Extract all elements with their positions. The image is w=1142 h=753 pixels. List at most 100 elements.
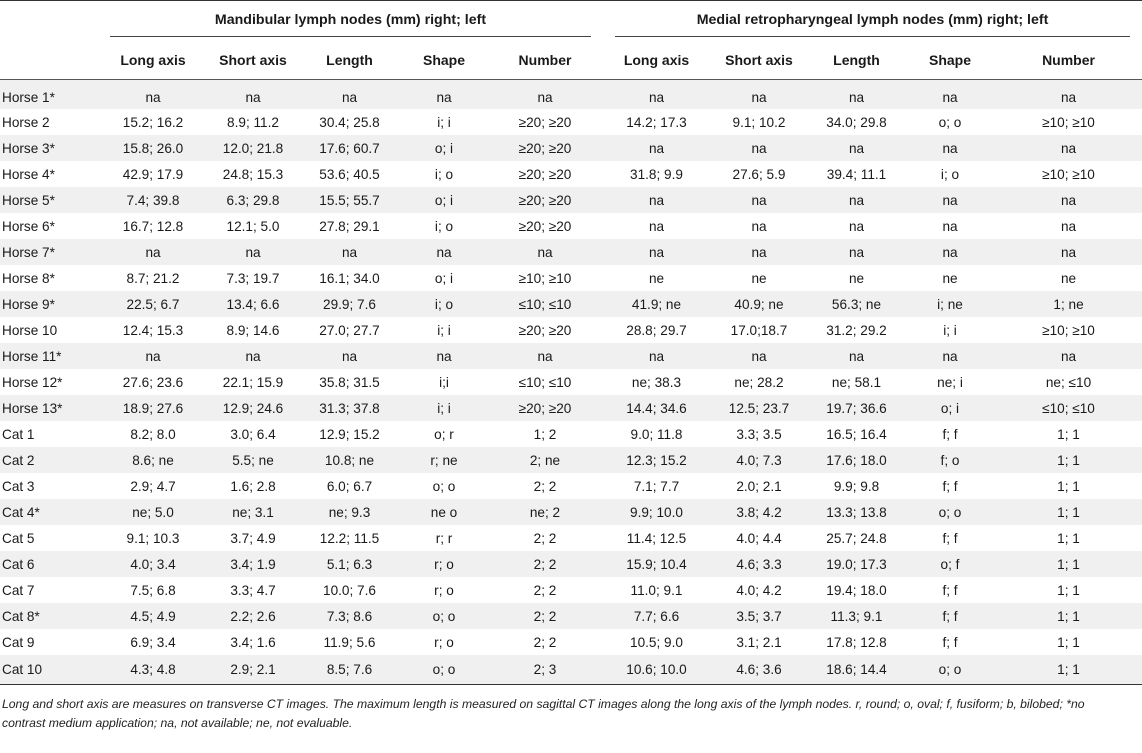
table-cell: 27.0; 27.7 (319, 322, 380, 338)
table-cell: 25.7; 24.8 (826, 530, 887, 546)
table-cell: 7.4; 39.8 (98, 187, 208, 213)
table-body: Horse 1* na na na na na na na na na na Horse 2 15.2;… (0, 79, 1142, 685)
table-cell: 2.9; 4.7 (130, 478, 176, 494)
table-cell: 8.9; 14.6 (226, 322, 280, 338)
row-label: Cat 3 (2, 478, 35, 494)
table-cell: na (603, 135, 710, 161)
table-cell: 19.0; 17.3 (808, 551, 905, 577)
table-cell: na (603, 187, 710, 213)
table-cell: 8.9; 11.2 (227, 114, 279, 130)
table-cell: 3.4; 1.6 (230, 634, 276, 650)
table-cell: 2; 2 (487, 551, 603, 577)
table-row: Horse 13* 18.9; 27.6 12.9; 24.6 31.3; 37.8 i… (0, 395, 1142, 421)
table-cell: 13.3; 13.8 (808, 499, 905, 525)
row-label: Horse 2 (2, 114, 50, 130)
table-cell: ne; 38.3 (631, 374, 682, 390)
table-cell: r; o (434, 634, 454, 650)
table-cell: ne; 58.1 (831, 374, 882, 390)
table-cell: na (995, 239, 1142, 265)
table-cell: ≥10; ≥10 (1042, 322, 1095, 338)
table-cell: 6.9; 3.4 (130, 634, 176, 650)
table-cell: ne; 9.3 (298, 499, 401, 525)
table-row: Horse 3* 15.8; 26.0 12.0; 21.8 17.6; 60.7 o;… (0, 135, 1142, 161)
table-cell: na (808, 239, 905, 265)
table-row: Cat 6 4.0; 3.4 3.4; 1.9 5.1; 6.3 r; o 2; 2 15.… (0, 551, 1142, 577)
table-cell: i; o (401, 291, 487, 317)
table-cell: ne (848, 270, 865, 286)
table-row: Cat 5 9.1; 10.3 3.7; 4.9 12.2; 11.5 r; r 2; 2… (0, 525, 1142, 551)
table-cell: 2; 2 (533, 582, 557, 598)
column-header: Number (995, 41, 1142, 80)
column-header: Long axis (98, 41, 208, 80)
table-cell: o; o (905, 499, 995, 525)
table-cell: 2; 3 (487, 655, 603, 685)
column-header: Short axis (208, 41, 298, 80)
table-cell: 9.1; 10.2 (732, 114, 786, 130)
table-cell: 7.1; 7.7 (633, 478, 680, 494)
table-cell: na (905, 343, 995, 369)
table-cell: na (603, 343, 710, 369)
table-cell: ne; 2 (487, 499, 603, 525)
table-cell: 16.5; 16.4 (826, 426, 887, 442)
row-label: Cat 8* (0, 603, 98, 629)
table-cell: na (848, 218, 865, 234)
table-cell: 4.0; 3.4 (98, 551, 208, 577)
table-cell: 7.3; 8.6 (298, 603, 401, 629)
table-cell: 3.1; 2.1 (736, 634, 782, 650)
table-row: Horse 2 15.2; 16.2 8.9; 11.2 30.4; 25.8 i; i… (0, 109, 1142, 135)
table-cell: i; ne (905, 291, 995, 317)
table-cell: 11.9; 5.6 (323, 634, 376, 650)
table-cell: 12.2; 11.5 (319, 530, 380, 546)
table-cell: 17.6; 60.7 (298, 135, 401, 161)
table-cell: 14.2; 17.3 (626, 114, 687, 130)
table-cell: 10.6; 10.0 (603, 655, 710, 685)
table-cell: na (487, 239, 603, 265)
table-cell: na (98, 343, 208, 369)
table-cell: 4.6; 3.6 (710, 655, 808, 685)
table-cell: 12.5; 23.7 (710, 395, 808, 421)
table-cell: r; o (434, 582, 454, 598)
table-row: Horse 9* 22.5; 6.7 13.4; 6.6 29.9; 7.6 i; o ≤… (0, 291, 1142, 317)
table-cell: 2; 2 (487, 603, 603, 629)
table-cell: i; i (943, 322, 957, 338)
table-cell: 12.3; 15.2 (603, 447, 710, 473)
table-cell: 11.4; 12.5 (626, 530, 687, 546)
row-label: Horse 11* (0, 343, 98, 369)
table-cell: i; i (401, 395, 487, 421)
table-cell: na (905, 239, 995, 265)
table-cell: 56.3; ne (808, 291, 905, 317)
table-cell: i;i (439, 374, 449, 390)
table-cell: 4.0; 4.4 (736, 530, 782, 546)
table-cell: 1; 1 (995, 551, 1142, 577)
table-cell: na (98, 79, 208, 109)
column-header: Short axis (710, 41, 808, 80)
table-cell: 12.4; 15.3 (122, 322, 184, 338)
table-cell: na (208, 239, 298, 265)
table-cell: 6.3; 29.8 (208, 187, 298, 213)
table-cell: na (487, 79, 603, 109)
table-cell: 2; 2 (533, 634, 557, 650)
table-cell: 22.1; 15.9 (222, 374, 284, 390)
table-cell: ≥20; ≥20 (518, 114, 572, 130)
table-cell: 2.0; 2.1 (736, 478, 782, 494)
table-cell: 39.4; 11.1 (826, 166, 887, 182)
table-row: Horse 7* na na na na na na na na na na (0, 239, 1142, 265)
table-cell: 15.5; 55.7 (298, 187, 401, 213)
table-cell: i; o (434, 218, 454, 234)
table-cell: na (710, 187, 808, 213)
table-cell: ≤10; ≤10 (518, 374, 572, 390)
table-row: Horse 12* 27.6; 23.6 22.1; 15.9 35.8; 31.5 i… (0, 369, 1142, 395)
table-cell: 13.4; 6.6 (208, 291, 298, 317)
row-label: Horse 3* (0, 135, 98, 161)
table-cell: na (401, 239, 487, 265)
table-cell: 9.9; 10.0 (603, 499, 710, 525)
table-cell: r; r (435, 530, 453, 546)
table-cell: f; f (942, 530, 958, 546)
table-cell: 17.0;18.7 (730, 322, 788, 338)
table-cell: 1; ne (995, 291, 1142, 317)
table-cell: 9.1; 10.3 (126, 530, 180, 546)
table-cell: r; o (401, 551, 487, 577)
table-cell: 15.8; 26.0 (98, 135, 208, 161)
table-cell: ne; 28.2 (734, 374, 784, 390)
table-row: Horse 11* na na na na na na na na na na (0, 343, 1142, 369)
